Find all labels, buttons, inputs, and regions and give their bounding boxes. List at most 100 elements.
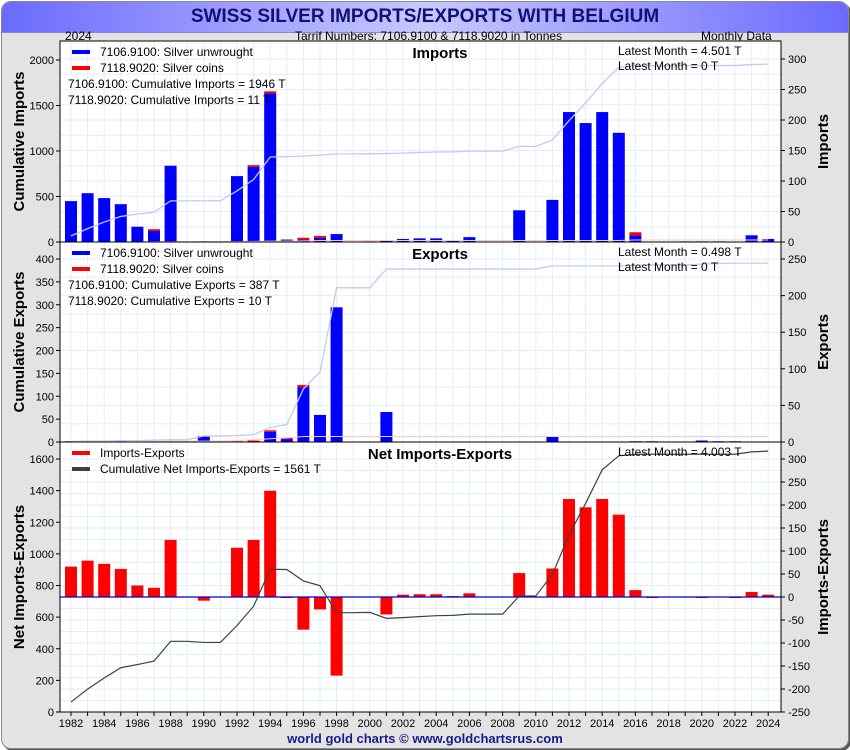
left-tick-label: 100 bbox=[36, 391, 54, 403]
left-tick-label: 1600 bbox=[30, 454, 54, 466]
x-tick-label: 1986 bbox=[125, 718, 149, 730]
bar-unwrought-1994 bbox=[264, 93, 277, 242]
bar-unwrought-1984 bbox=[98, 198, 111, 242]
left-tick-label: 250 bbox=[36, 323, 54, 335]
right-tick-label: 250 bbox=[788, 85, 806, 97]
left-tick-label: 300 bbox=[36, 300, 54, 312]
bar-net-2004 bbox=[430, 594, 443, 597]
right-tick-label: -50 bbox=[788, 615, 804, 627]
latest-month-label: Latest Month = 0 T bbox=[618, 260, 719, 274]
x-tick-label: 1982 bbox=[59, 718, 83, 730]
right-tick-label: 0 bbox=[788, 592, 794, 604]
bar-unwrought-1982 bbox=[65, 201, 77, 242]
x-tick-label: 1998 bbox=[324, 718, 348, 730]
bar-net-2016 bbox=[629, 590, 642, 597]
x-tick-label: 2022 bbox=[723, 718, 747, 730]
legend-swatch bbox=[72, 50, 90, 54]
legend-swatch bbox=[72, 451, 90, 455]
right-tick-label: 200 bbox=[788, 115, 806, 127]
tariff-label: Tarrif Numbers: 7106.9100 & 7118.9020 in… bbox=[295, 29, 563, 43]
right-axis-label-exports: Exports bbox=[815, 314, 832, 370]
bar-net-2013 bbox=[579, 507, 592, 597]
bar-unwrought-1987 bbox=[148, 231, 160, 242]
right-tick-label: 50 bbox=[788, 400, 800, 412]
bar-coins-1996 bbox=[297, 384, 310, 388]
chart-title: SWISS SILVER IMPORTS/EXPORTS WITH BELGIU… bbox=[190, 6, 660, 27]
cumulative-note: 7118.9020: Cumulative Imports = 11 T bbox=[68, 93, 271, 107]
left-tick-label: 1200 bbox=[30, 517, 54, 529]
left-tick-label: 400 bbox=[36, 254, 54, 266]
right-tick-label: 0 bbox=[788, 437, 794, 449]
latest-month-label: Latest Month = 0.498 T bbox=[618, 245, 742, 259]
left-tick-label: 0 bbox=[48, 437, 54, 449]
left-tick-label: 500 bbox=[36, 192, 54, 204]
bar-net-2024 bbox=[762, 594, 775, 597]
year-label: 2024 bbox=[65, 29, 92, 43]
bar-net-1985 bbox=[114, 568, 127, 597]
x-tick-label: 1990 bbox=[192, 718, 216, 730]
left-tick-label: 150 bbox=[36, 368, 54, 380]
bar-unwrought-2011 bbox=[546, 199, 559, 242]
left-axis-label-exports: Cumulative Exports bbox=[11, 272, 28, 413]
x-tick-label: 2020 bbox=[690, 718, 714, 730]
x-tick-label: 2000 bbox=[358, 718, 382, 730]
bar-unwrought-1988 bbox=[164, 165, 177, 242]
left-tick-label: 1000 bbox=[30, 549, 54, 561]
x-tick-label: 2008 bbox=[490, 718, 514, 730]
bar-coins-1987 bbox=[148, 229, 160, 232]
right-axis-label-imports: Imports bbox=[815, 114, 832, 169]
bar-net-2006 bbox=[463, 593, 476, 597]
legend-swatch bbox=[72, 251, 90, 255]
bar-net-1990 bbox=[197, 597, 210, 601]
bar-net-1982 bbox=[65, 566, 77, 597]
latest-month-label: Latest Month = 4.003 T bbox=[618, 445, 742, 459]
bar-unwrought-1983 bbox=[81, 193, 94, 242]
bar-unwrought-2006 bbox=[463, 237, 476, 242]
left-tick-label: 1400 bbox=[30, 486, 54, 498]
left-tick-label: 0 bbox=[48, 707, 54, 719]
title-bar: SWISS SILVER IMPORTS/EXPORTS WITH BELGIU… bbox=[2, 2, 848, 33]
bar-unwrought-1993 bbox=[247, 166, 260, 242]
bar-net-2015 bbox=[612, 514, 625, 597]
bar-unwrought-2005 bbox=[446, 240, 459, 242]
right-tick-label: 250 bbox=[788, 254, 806, 266]
cumulative-note: 7118.9020: Cumulative Exports = 10 T bbox=[68, 294, 273, 308]
right-tick-label: 50 bbox=[788, 569, 800, 581]
bar-unwrought-1998 bbox=[330, 307, 343, 442]
left-tick-label: 200 bbox=[36, 346, 54, 358]
left-tick-label: 400 bbox=[36, 644, 54, 656]
x-tick-label: 1994 bbox=[258, 718, 282, 730]
bar-net-1997 bbox=[314, 597, 326, 610]
right-tick-label: 100 bbox=[788, 176, 806, 188]
bar-net-1996 bbox=[297, 597, 310, 630]
x-tick-label: 2012 bbox=[557, 718, 581, 730]
x-tick-label: 1992 bbox=[225, 718, 249, 730]
right-tick-label: 100 bbox=[788, 364, 806, 376]
bar-coins-1994 bbox=[264, 430, 277, 432]
legend-label: 7118.9020: Silver coins bbox=[100, 61, 224, 75]
x-tick-label: 2004 bbox=[424, 718, 448, 730]
left-tick-label: 1000 bbox=[30, 146, 54, 158]
legend-label: Imports-Exports bbox=[100, 446, 185, 460]
legend-label: 7106.9100: Silver unwrought bbox=[100, 45, 253, 59]
legend-label: 7118.9020: Silver coins bbox=[100, 262, 224, 276]
bar-coins-1994 bbox=[264, 91, 277, 94]
bar-unwrought-1998 bbox=[330, 234, 343, 242]
legend-label: Cumulative Net Imports-Exports = 1561 T bbox=[100, 462, 322, 476]
footer-credit: world gold charts © www.goldchartsrus.co… bbox=[287, 731, 563, 746]
cumulative-note: 7106.9100: Cumulative Exports = 387 T bbox=[68, 278, 280, 292]
bar-coins-1996 bbox=[297, 237, 310, 240]
right-tick-label: 250 bbox=[788, 477, 806, 489]
left-axis-label-net: Net Imports-Exports bbox=[11, 505, 28, 649]
panel-title-net: Net Imports-Exports bbox=[368, 446, 512, 463]
bar-coins-1997 bbox=[314, 235, 326, 238]
bar-unwrought-1997 bbox=[314, 237, 326, 242]
cumulative-line-unwrought-imports bbox=[70, 63, 769, 237]
left-axis-label-imports: Cumulative Imports bbox=[11, 71, 28, 211]
right-tick-label: -200 bbox=[788, 684, 810, 696]
bar-unwrought-1997 bbox=[314, 414, 326, 442]
right-axis-label-net: Imports-Exports bbox=[815, 519, 832, 635]
left-tick-label: 200 bbox=[36, 675, 54, 687]
x-tick-label: 2010 bbox=[524, 718, 548, 730]
